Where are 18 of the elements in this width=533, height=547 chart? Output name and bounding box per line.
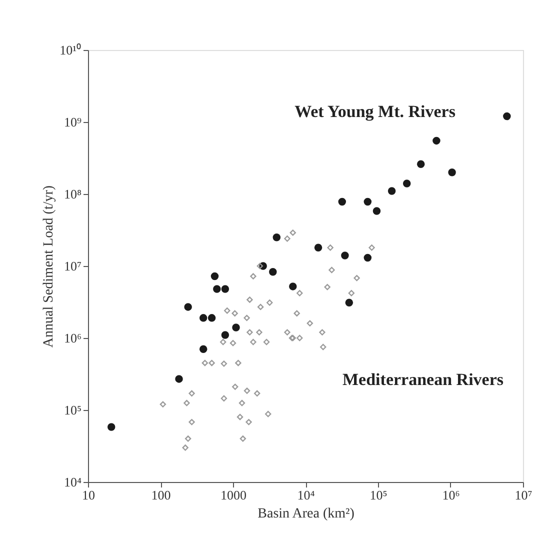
- y-tick-label: 10⁴: [64, 474, 82, 490]
- y-tick-label: 10⁵: [64, 402, 82, 418]
- y-tick-label: 10¹⁰: [60, 42, 82, 58]
- series-label: Mediterranean Rivers: [342, 370, 504, 389]
- y-tick-label: 10⁹: [64, 114, 82, 130]
- x-tick-label: 10⁴: [297, 488, 316, 502]
- x-axis-title: Basin Area (km²): [258, 506, 355, 522]
- x-tick-label: 10⁵: [370, 488, 388, 502]
- x-tick-label: 10: [82, 488, 95, 502]
- x-tick-label: 10⁷: [514, 488, 532, 502]
- y-axis-title: Annual Sediment Load (t/yr): [42, 185, 57, 348]
- y-tick-label: 10⁶: [64, 330, 82, 346]
- x-tick-label: 100: [151, 488, 171, 502]
- y-tick-label: 10⁷: [64, 258, 82, 274]
- series-label: Wet Young Mt. Rivers: [294, 102, 456, 121]
- x-tick-label: 10⁶: [442, 488, 460, 502]
- x-tick-label: 1000: [220, 488, 246, 502]
- y-tick-label: 10⁸: [64, 186, 82, 202]
